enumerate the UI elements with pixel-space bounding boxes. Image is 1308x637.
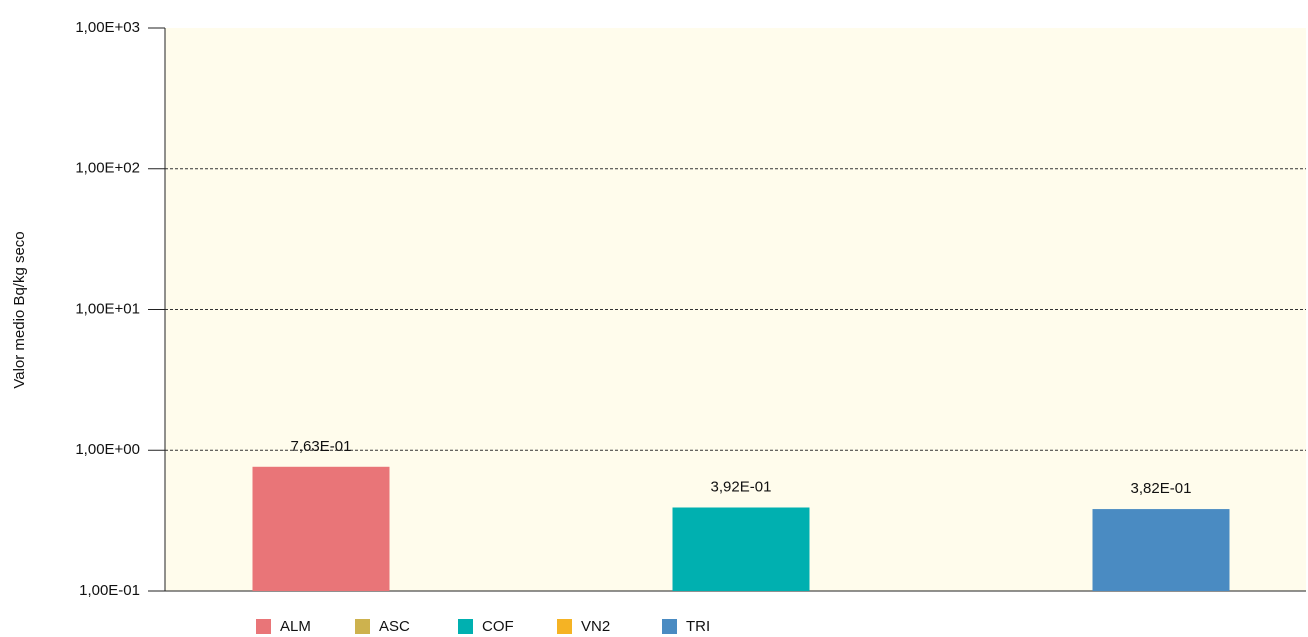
y-axis-label: Valor medio Bq/kg seco <box>11 231 28 388</box>
bar <box>672 507 810 591</box>
value-label: 3,82E-01 <box>1131 480 1192 497</box>
y-tick-label: 1,00E+00 <box>75 441 140 458</box>
legend-swatch <box>557 619 572 634</box>
y-tick-label: 1,00E+02 <box>75 160 140 177</box>
y-tick-label: 1,00E-01 <box>79 582 140 599</box>
value-label: 7,63E-01 <box>291 438 352 455</box>
bar <box>1092 509 1230 591</box>
legend-swatch <box>355 619 370 634</box>
legend-swatch <box>458 619 473 634</box>
legend-label: ALM <box>280 618 311 635</box>
legend-label: COF <box>482 618 514 635</box>
legend-swatch <box>256 619 271 634</box>
legend-label: ASC <box>379 618 410 635</box>
legend-label: TRI <box>686 618 710 635</box>
bar <box>252 466 390 591</box>
value-label: 3,92E-01 <box>711 478 772 495</box>
y-tick-label: 1,00E+03 <box>75 19 140 36</box>
legend-label: VN2 <box>581 618 610 635</box>
y-tick-label: 1,00E+01 <box>75 300 140 317</box>
legend-swatch <box>662 619 677 634</box>
